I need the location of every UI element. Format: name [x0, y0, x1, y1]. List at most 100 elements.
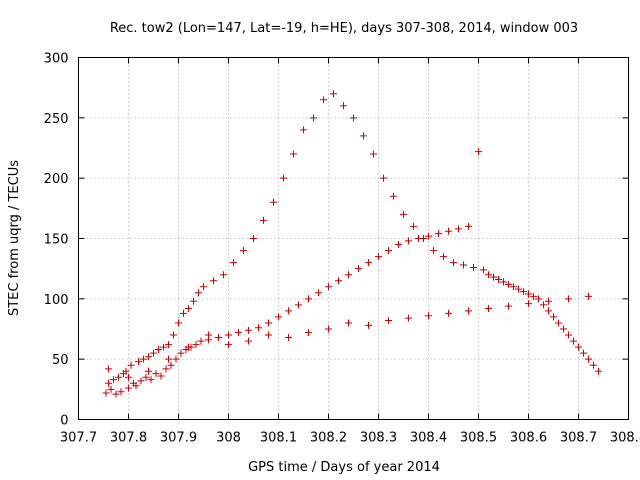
data-point: [345, 319, 352, 327]
data-point: [450, 259, 457, 267]
data-point: [197, 337, 205, 345]
data-point: [515, 285, 522, 293]
data-point: [235, 329, 242, 337]
data-point: [175, 319, 182, 327]
data-point: [225, 341, 232, 349]
data-point: [485, 304, 492, 312]
data-point: [535, 295, 542, 303]
data-point: [270, 198, 277, 206]
data-point: [220, 271, 227, 279]
data-point: [570, 337, 577, 345]
data-point: [470, 263, 477, 271]
data-point: [545, 307, 552, 315]
data-point: [525, 290, 532, 298]
data-point: [440, 253, 447, 261]
data-point: [230, 259, 237, 267]
data-point: [180, 309, 187, 317]
data-point: [295, 301, 302, 309]
plot-frame: [78, 57, 629, 420]
data-point: [480, 266, 487, 274]
data-point: [165, 341, 172, 349]
data-point: [112, 390, 120, 398]
data-point: [395, 241, 402, 249]
data-point: [560, 325, 567, 333]
data-point: [165, 355, 172, 363]
data-point: [102, 389, 110, 397]
data-point: [325, 325, 332, 333]
x-tick-label: 307.7: [60, 431, 97, 446]
data-point: [520, 288, 527, 296]
data-point: [132, 382, 140, 390]
data-point: [445, 309, 452, 317]
data-point: [310, 114, 317, 122]
x-tick-label: 308.2: [310, 431, 347, 446]
data-point: [550, 313, 557, 321]
data-point: [215, 333, 222, 341]
data-point: [490, 273, 497, 281]
data-point: [105, 379, 112, 387]
data-point: [145, 367, 152, 375]
data-point: [525, 300, 532, 308]
data-point: [200, 283, 207, 291]
data-point: [105, 365, 112, 373]
data-point: [162, 365, 170, 373]
data-point: [435, 230, 442, 238]
data-point: [420, 235, 427, 242]
data-point: [475, 148, 482, 156]
data-point: [405, 237, 412, 245]
data-point: [150, 349, 157, 357]
data-point: [185, 343, 192, 351]
data-point: [305, 329, 312, 337]
data-point: [595, 367, 602, 375]
data-point: [375, 253, 382, 261]
data-point: [370, 150, 377, 158]
data-point: [250, 235, 257, 242]
data-point: [280, 174, 287, 182]
data-point: [335, 277, 342, 285]
data-point: [350, 114, 357, 122]
x-tick-label: 308.8: [610, 431, 640, 446]
data-point: [390, 192, 397, 200]
data-point: [185, 304, 192, 312]
data-point: [160, 343, 167, 351]
data-point: [455, 225, 462, 233]
data-point: [195, 289, 202, 297]
data-point: [530, 292, 537, 300]
y-tick-label: 150: [44, 233, 69, 248]
y-tick-label: 300: [44, 52, 69, 67]
data-point: [430, 247, 437, 255]
data-point: [125, 384, 132, 392]
data-point: [485, 271, 492, 279]
data-point: [210, 277, 217, 285]
y-tick-label: 0: [60, 414, 68, 429]
data-point: [145, 353, 152, 361]
grid: [78, 57, 629, 420]
data-point: [465, 307, 472, 315]
data-point: [265, 319, 272, 327]
data-point: [140, 355, 147, 363]
data-point: [192, 341, 200, 349]
data-point: [505, 280, 512, 288]
data-point: [345, 271, 352, 279]
data-point: [115, 373, 122, 381]
data-point: [225, 331, 232, 339]
data-point: [365, 321, 372, 329]
data-point: [385, 317, 392, 325]
data-point: [122, 367, 130, 375]
data-point: [305, 295, 312, 303]
x-tick-label: 308.7: [560, 431, 597, 446]
data-point: [152, 370, 160, 378]
data-point: [500, 278, 507, 286]
data-point: [190, 297, 197, 305]
y-tick-label: 50: [52, 353, 69, 368]
data-point: [410, 222, 417, 230]
data-point: [135, 358, 142, 366]
data-point: [260, 216, 267, 224]
x-tick-label: 308.3: [360, 431, 397, 446]
data-point: [245, 326, 252, 334]
data-point: [285, 307, 292, 315]
x-tick-label: 308.4: [410, 431, 447, 446]
data-point: [585, 355, 592, 363]
data-point: [170, 331, 177, 339]
